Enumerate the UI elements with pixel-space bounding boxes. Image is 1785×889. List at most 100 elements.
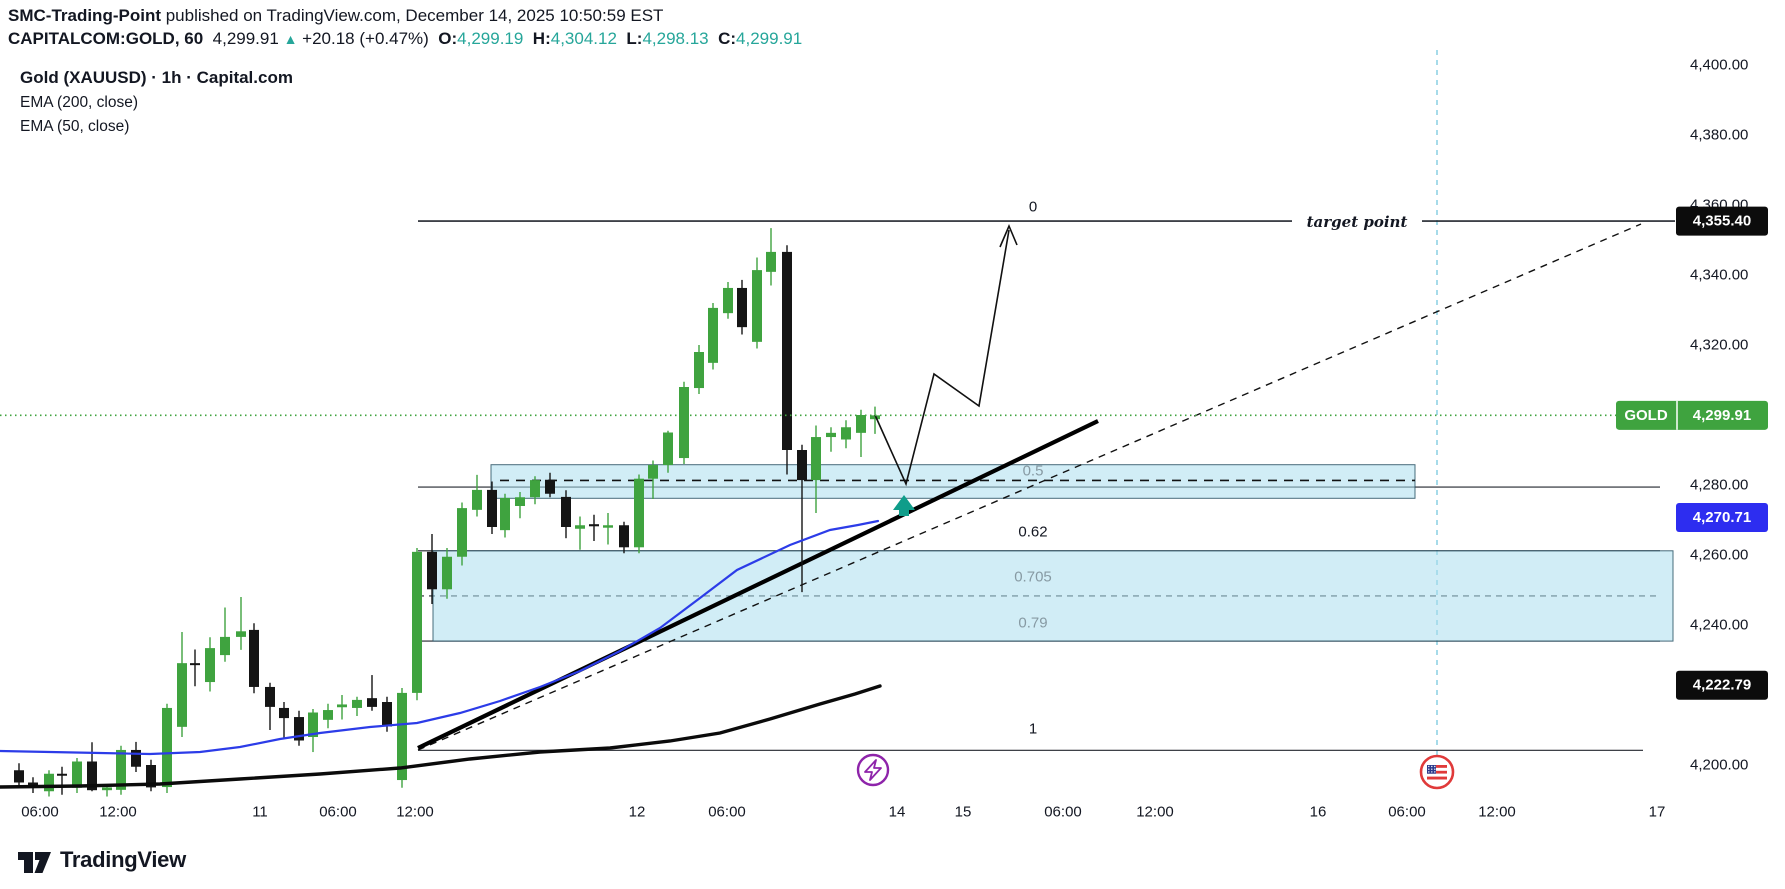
- candle-body: [131, 749, 141, 767]
- candle-body: [337, 704, 347, 708]
- candle-body: [826, 432, 836, 438]
- flag-stripe: [1427, 767, 1447, 771]
- price-axis-label[interactable]: 4,200.00: [1690, 757, 1748, 774]
- candle-body: [737, 287, 747, 328]
- flag-star: [1431, 768, 1433, 770]
- price-axis-label[interactable]: 4,260.00: [1690, 547, 1748, 564]
- time-axis-label[interactable]: 12:00: [396, 804, 434, 821]
- flag-star: [1428, 765, 1430, 768]
- flag-stripe: [1427, 773, 1447, 777]
- time-axis-label[interactable]: 06:00: [1388, 804, 1426, 821]
- time-axis-label[interactable]: 12:00: [1136, 804, 1174, 821]
- price-axis-label[interactable]: 4,400.00: [1690, 57, 1748, 74]
- flag-star: [1434, 765, 1436, 768]
- candle-body: [530, 480, 540, 498]
- time-axis-label[interactable]: 12:00: [99, 804, 137, 821]
- gold-badge-price: 4,299.91: [1693, 407, 1751, 424]
- lightning-bolt-glyph: [864, 759, 882, 781]
- candle-body: [323, 710, 333, 720]
- gold-price-badge: [1616, 400, 1768, 430]
- candle-body: [57, 773, 67, 776]
- time-axis-label[interactable]: 06:00: [708, 804, 746, 821]
- legend-symbol-title[interactable]: Gold (XAUUSD) · 1h · Capital.com: [20, 68, 293, 87]
- candle-body: [44, 773, 54, 792]
- low-value: 4,298.13: [642, 29, 709, 48]
- fib-label-0.5: 0.5: [1023, 463, 1044, 480]
- price-axis-label[interactable]: 4,380.00: [1690, 127, 1748, 144]
- time-axis-label[interactable]: 16: [1310, 804, 1327, 821]
- close-label: C:: [718, 29, 737, 48]
- tradingview-logo-text: TradingView: [60, 847, 186, 872]
- time-axis-label[interactable]: 12:00: [1478, 804, 1516, 821]
- chart-legend: Gold (XAUUSD) · 1h · Capital.com EMA (20…: [20, 68, 293, 142]
- time-axis-label[interactable]: 17: [1649, 804, 1666, 821]
- symbol-info-line: CAPITALCOM:GOLD, 60 4,299.91 ▲ +20.18 (+…: [8, 29, 802, 49]
- tradingview-logo[interactable]: TradingView: [16, 845, 186, 875]
- candle-body: [220, 636, 230, 656]
- open-label: O:: [438, 29, 458, 48]
- candle-body: [472, 489, 482, 510]
- gold-badge-symbol: GOLD: [1624, 407, 1667, 424]
- candle-body: [72, 761, 82, 788]
- legend-ema50[interactable]: EMA (50, close): [20, 118, 130, 135]
- candle-body: [782, 251, 792, 450]
- time-axis-label[interactable]: 15: [955, 804, 972, 821]
- candle-body: [14, 770, 24, 783]
- high-label: H:: [532, 29, 551, 48]
- candle-body: [679, 387, 689, 459]
- time-axis-label[interactable]: 12: [629, 804, 646, 821]
- candle-body: [723, 287, 733, 314]
- candle-body: [545, 479, 555, 494]
- time-axis-label[interactable]: 11: [252, 804, 268, 821]
- price-badge-4,270.71-text: 4,270.71: [1693, 509, 1751, 526]
- candle-body: [870, 415, 880, 420]
- candle-body: [634, 478, 644, 548]
- candle-body: [515, 497, 525, 506]
- candle-body: [663, 432, 673, 466]
- candle-body: [308, 712, 318, 737]
- symbol-name[interactable]: CAPITALCOM:GOLD, 60: [8, 29, 204, 48]
- supply-demand-zone-2: [432, 550, 1674, 642]
- dashed-trendline: [417, 223, 1642, 751]
- candle-body: [177, 663, 187, 727]
- flag-star: [1434, 768, 1436, 770]
- time-axis-label[interactable]: 06:00: [319, 804, 357, 821]
- candle-body: [28, 782, 38, 786]
- fib-label-0.62: 0.62: [1018, 524, 1047, 541]
- candle-body: [648, 465, 658, 479]
- price-axis-label[interactable]: 4,320.00: [1690, 337, 1748, 354]
- price-change: +20.18 (+0.47%): [302, 29, 429, 48]
- candle-body: [561, 496, 571, 527]
- price-axis-label[interactable]: 4,280.00: [1690, 477, 1748, 494]
- fib-label-1: 1: [1029, 721, 1037, 738]
- candle-body: [694, 352, 704, 389]
- candle-body: [146, 765, 156, 788]
- lightning-event-icon[interactable]: [856, 753, 890, 787]
- ema50-line: [0, 519, 880, 756]
- time-axis-label[interactable]: 06:00: [1044, 804, 1082, 821]
- high-value: 4,304.12: [550, 29, 617, 48]
- legend-ema200[interactable]: EMA (200, close): [20, 94, 139, 111]
- candle-body: [367, 698, 377, 707]
- price-axis-label[interactable]: 4,340.00: [1690, 267, 1748, 284]
- time-axis-label[interactable]: 06:00: [21, 804, 59, 821]
- candle-body: [352, 699, 362, 708]
- candle-body: [708, 307, 718, 363]
- price-badge-4,222.79: [1676, 670, 1768, 700]
- candle-body: [397, 692, 407, 781]
- supply-demand-zone-1: [490, 464, 1416, 499]
- arrow-up-marker-icon: [893, 495, 915, 516]
- flag-star: [1431, 771, 1433, 773]
- solid-trendline: [417, 419, 1099, 750]
- candle-body: [752, 270, 762, 342]
- candle-body: [500, 497, 510, 531]
- last-price: 4,299.91: [212, 29, 279, 48]
- flag-star: [1428, 768, 1430, 770]
- candle-body: [589, 524, 599, 527]
- price-axis-label[interactable]: 4,240.00: [1690, 617, 1748, 634]
- candle-body: [279, 707, 289, 719]
- price-badge-4,270.71: [1676, 503, 1768, 533]
- candle-body: [249, 629, 259, 687]
- time-axis-label[interactable]: 14: [889, 804, 906, 821]
